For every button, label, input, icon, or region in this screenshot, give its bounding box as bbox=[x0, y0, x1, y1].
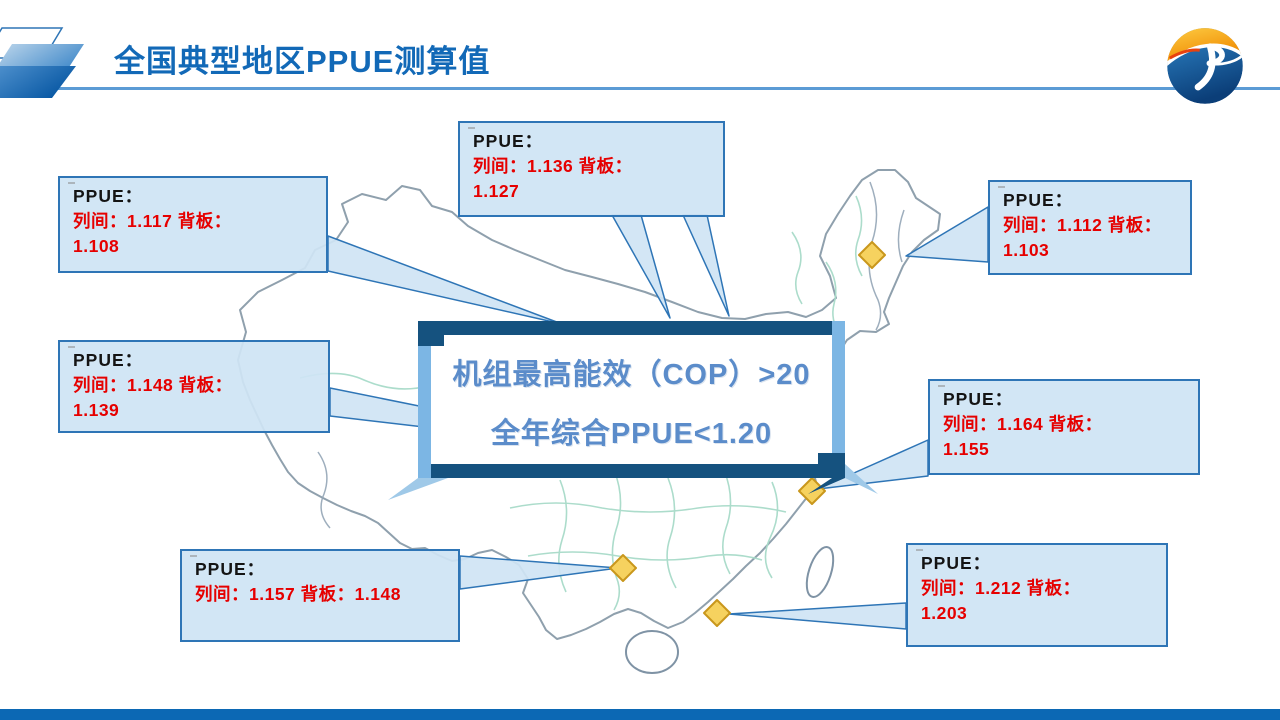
pointer-top-middle-b bbox=[682, 214, 730, 317]
location-markers bbox=[609, 241, 886, 627]
ppue-label: PPUE： bbox=[195, 559, 266, 579]
ppue-label: PPUE： bbox=[73, 350, 144, 370]
ppue-value-line1: 列间：1.212 背板： bbox=[921, 577, 1081, 598]
title-underline bbox=[58, 87, 1280, 90]
page-title: 全国典型地区PPUE测算值 bbox=[114, 44, 491, 79]
ppue-callout-middle-left: PPUE： 列间：1.148 背板： 1.139 bbox=[58, 340, 330, 433]
province-borders bbox=[299, 195, 863, 611]
ppue-label: PPUE： bbox=[921, 553, 992, 573]
ppue-callout-middle-right: PPUE： 列间：1.164 背板： 1.155 bbox=[928, 379, 1200, 475]
ppue-callout-top-left: PPUE： 列间：1.117 背板： 1.108 bbox=[58, 176, 328, 273]
ppue-value-line1: 列间：1.148 背板： bbox=[73, 374, 233, 395]
ppue-callout-bottom-right: PPUE： 列间：1.212 背板： 1.203 bbox=[906, 543, 1168, 647]
ppue-label: PPUE： bbox=[473, 131, 544, 151]
marker-northeast-icon bbox=[858, 241, 886, 269]
ppue-value-line2: 1.127 bbox=[473, 180, 520, 201]
taiwan-island bbox=[805, 546, 835, 598]
ppue-value-line2: 1.203 bbox=[921, 602, 968, 623]
header-decoration-icon bbox=[0, 27, 84, 98]
ppue-label: PPUE： bbox=[943, 389, 1014, 409]
pointer-bottom-right bbox=[728, 602, 907, 630]
ppue-value-line2: 1.139 bbox=[73, 399, 120, 420]
pointer-top-left bbox=[327, 235, 563, 325]
callout-pointers bbox=[327, 206, 989, 630]
center-statement-box: 机组最高能效（COP）>20 全年综合PPUE<1.20 bbox=[418, 321, 845, 478]
ppue-callout-top-middle: PPUE： 列间：1.136 背板： 1.127 bbox=[458, 121, 725, 217]
company-logo-icon bbox=[1167, 28, 1243, 104]
rivers bbox=[317, 181, 905, 529]
pointer-bottom-left bbox=[459, 555, 619, 590]
hainan-island bbox=[625, 630, 679, 674]
ppue-value-line1: 列间：1.164 背板： bbox=[943, 413, 1103, 434]
footer-bar bbox=[0, 709, 1280, 720]
ppue-value-line1: 列间：1.136 背板： bbox=[473, 155, 633, 176]
ppue-label: PPUE： bbox=[1003, 190, 1074, 210]
ppue-value-line1: 列间：1.117 背板： bbox=[73, 210, 232, 231]
marker-southwest-icon bbox=[609, 554, 637, 582]
ppue-value-line2: 1.108 bbox=[73, 235, 120, 256]
ppue-value-line2: 1.155 bbox=[943, 438, 990, 459]
ppue-callout-bottom-left: PPUE： 列间：1.157 背板：1.148 bbox=[180, 549, 460, 642]
ppue-callout-top-right: PPUE： 列间：1.112 背板： 1.103 bbox=[988, 180, 1192, 275]
ppue-statement: 全年综合PPUE<1.20 bbox=[490, 418, 773, 450]
ppue-value-line2: 1.103 bbox=[1003, 239, 1050, 260]
cop-statement: 机组最高能效（COP）>20 bbox=[452, 359, 811, 391]
ppue-label: PPUE： bbox=[73, 186, 144, 206]
marker-south-coast-icon bbox=[703, 599, 731, 627]
ppue-value-line1: 列间：1.112 背板： bbox=[1003, 214, 1162, 235]
ppue-value-line1: 列间：1.157 背板：1.148 bbox=[195, 583, 401, 604]
